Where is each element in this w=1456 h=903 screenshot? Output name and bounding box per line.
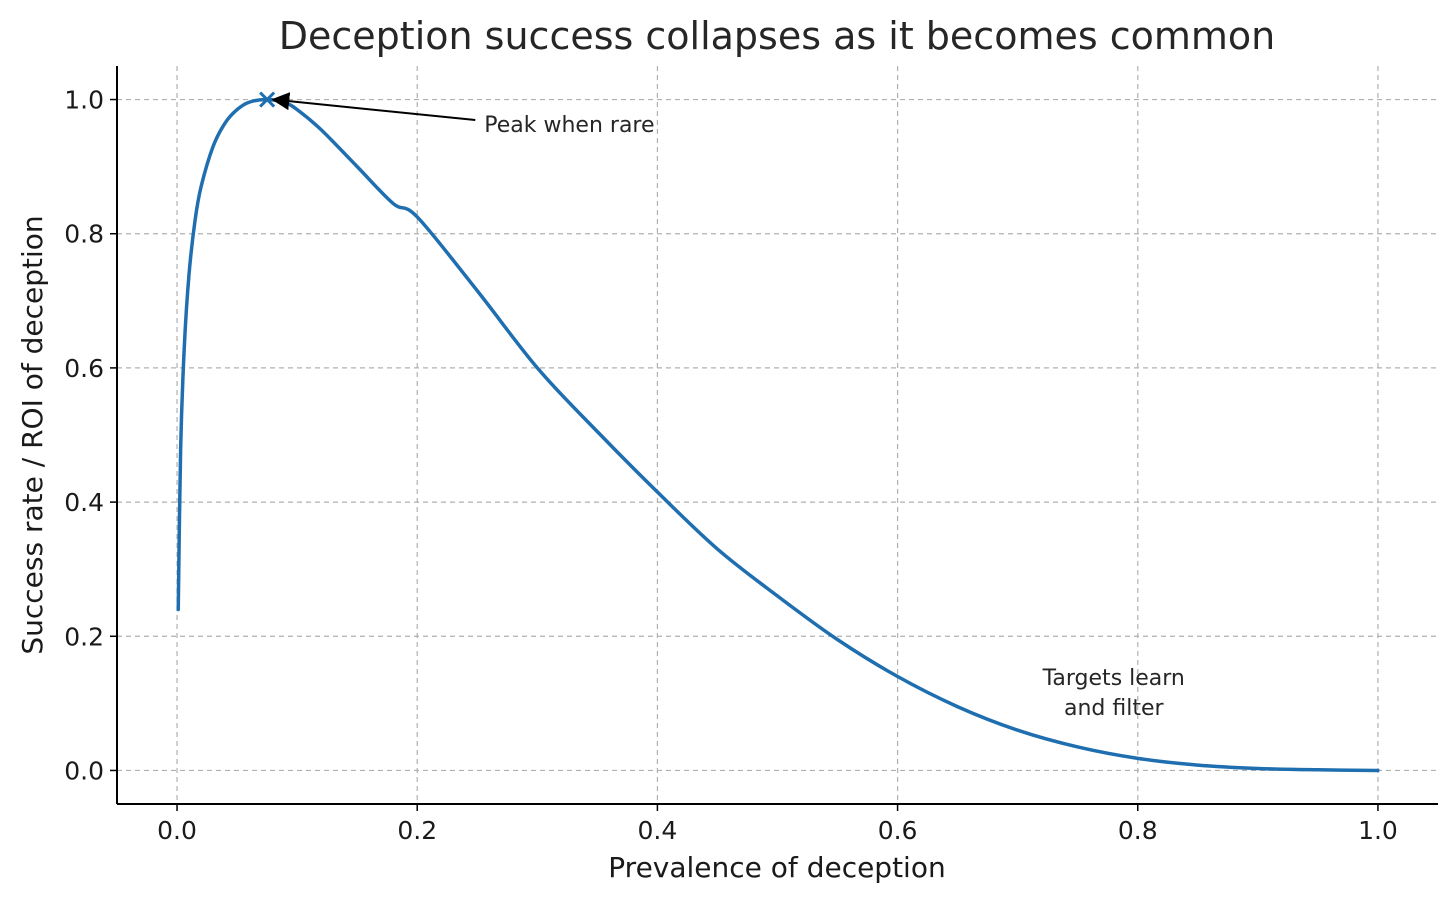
annotation-peak: Peak when rare	[484, 113, 654, 138]
y-tick-label: 0.6	[64, 354, 104, 383]
series-line	[176, 97, 1380, 773]
annotation-arrow	[271, 92, 476, 122]
x-tick-label: 1.0	[1358, 816, 1398, 845]
grid-vertical	[176, 66, 1379, 804]
annotation-targets-line-2: and filter	[1064, 696, 1165, 721]
y-tick-label: 0.8	[64, 220, 104, 249]
x-tick-label: 0.4	[638, 816, 678, 845]
x-tick-label: 0.8	[1118, 816, 1158, 845]
x-tick-label: 0.6	[878, 816, 918, 845]
y-ticks: 0.0 0.2 0.4 0.6 0.8 1.0	[64, 86, 117, 785]
x-tick-label: 0.2	[397, 816, 437, 845]
x-axis-label: Prevalence of deception	[608, 851, 945, 884]
x-tick-label: 0.0	[157, 816, 197, 845]
x-ticks: 0.0 0.2 0.4 0.6 0.8 1.0	[157, 804, 1398, 845]
annotation-targets-line-1: Targets learn	[1042, 666, 1185, 691]
y-axis-label: Success rate / ROI of deception	[16, 215, 49, 654]
grid-horizontal	[117, 98, 1438, 772]
y-tick-label: 1.0	[64, 86, 104, 115]
y-tick-label: 0.0	[64, 756, 104, 785]
y-tick-label: 0.2	[64, 622, 104, 651]
chart-title: Deception success collapses as it become…	[279, 14, 1275, 58]
y-tick-label: 0.4	[64, 488, 104, 517]
